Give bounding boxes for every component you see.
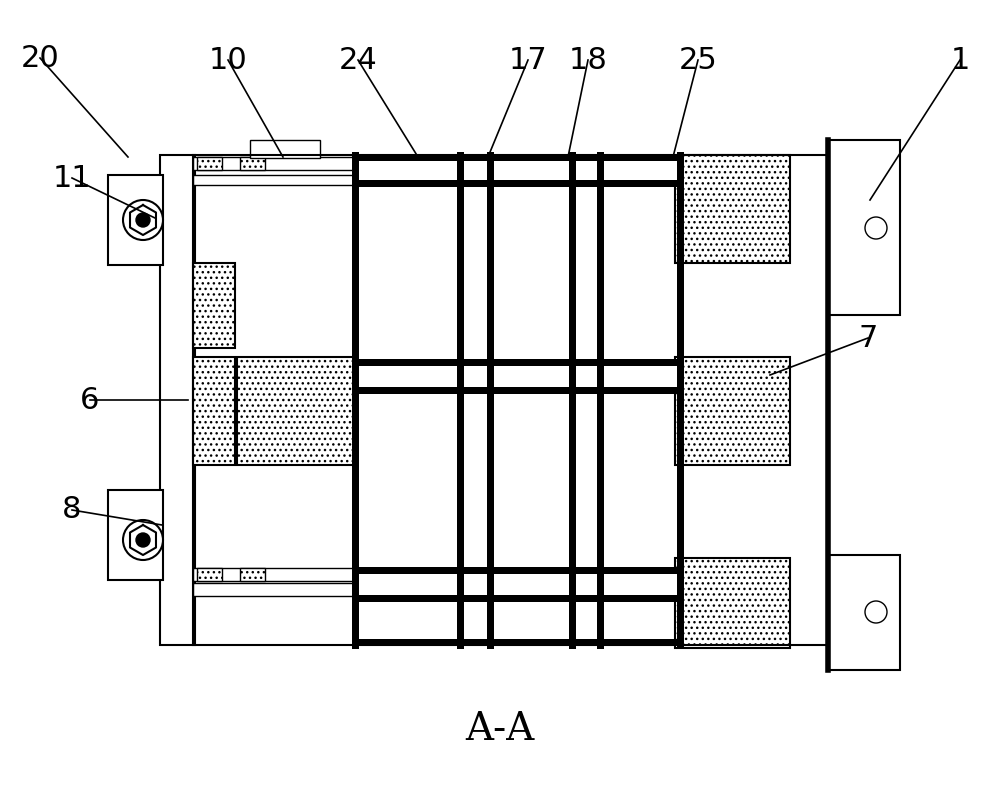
Bar (108, 175, 163, 265)
Bar (193, 568, 358, 581)
Circle shape (136, 213, 150, 227)
Bar (240, 360, 265, 373)
Bar (574, 155, 598, 645)
Bar (108, 490, 163, 580)
Bar (193, 175, 358, 185)
Bar (193, 360, 358, 373)
Circle shape (865, 601, 887, 623)
Bar (193, 583, 358, 596)
Text: 6: 6 (80, 385, 100, 414)
Bar (358, 364, 678, 388)
Bar (828, 555, 900, 670)
Bar (193, 263, 235, 348)
Circle shape (865, 217, 887, 239)
Circle shape (123, 520, 163, 560)
Bar (240, 157, 265, 170)
Bar (828, 140, 900, 315)
Bar (237, 357, 355, 465)
Bar (193, 155, 828, 645)
Text: 24: 24 (339, 46, 377, 74)
Bar (358, 159, 678, 181)
Bar (675, 558, 790, 648)
Text: A-A: A-A (465, 711, 535, 748)
Bar (197, 360, 222, 373)
Bar (240, 568, 265, 581)
Bar (197, 568, 222, 581)
Text: 1: 1 (950, 46, 970, 74)
Bar (250, 140, 320, 158)
Bar (193, 378, 358, 388)
Text: 20: 20 (21, 44, 59, 73)
Circle shape (136, 533, 150, 547)
Bar (197, 157, 222, 170)
Bar (463, 155, 488, 645)
Circle shape (123, 200, 163, 240)
Text: 25: 25 (679, 46, 717, 74)
Text: 7: 7 (858, 324, 878, 353)
Text: 17: 17 (509, 46, 547, 74)
Bar (193, 157, 358, 170)
Text: 11: 11 (53, 164, 91, 192)
Bar (193, 357, 235, 465)
Text: 10: 10 (209, 46, 247, 74)
Bar (675, 155, 790, 263)
Bar (358, 572, 678, 596)
Bar (675, 357, 790, 465)
Text: 8: 8 (62, 495, 82, 524)
Text: 18: 18 (569, 46, 607, 74)
Bar (160, 155, 195, 645)
